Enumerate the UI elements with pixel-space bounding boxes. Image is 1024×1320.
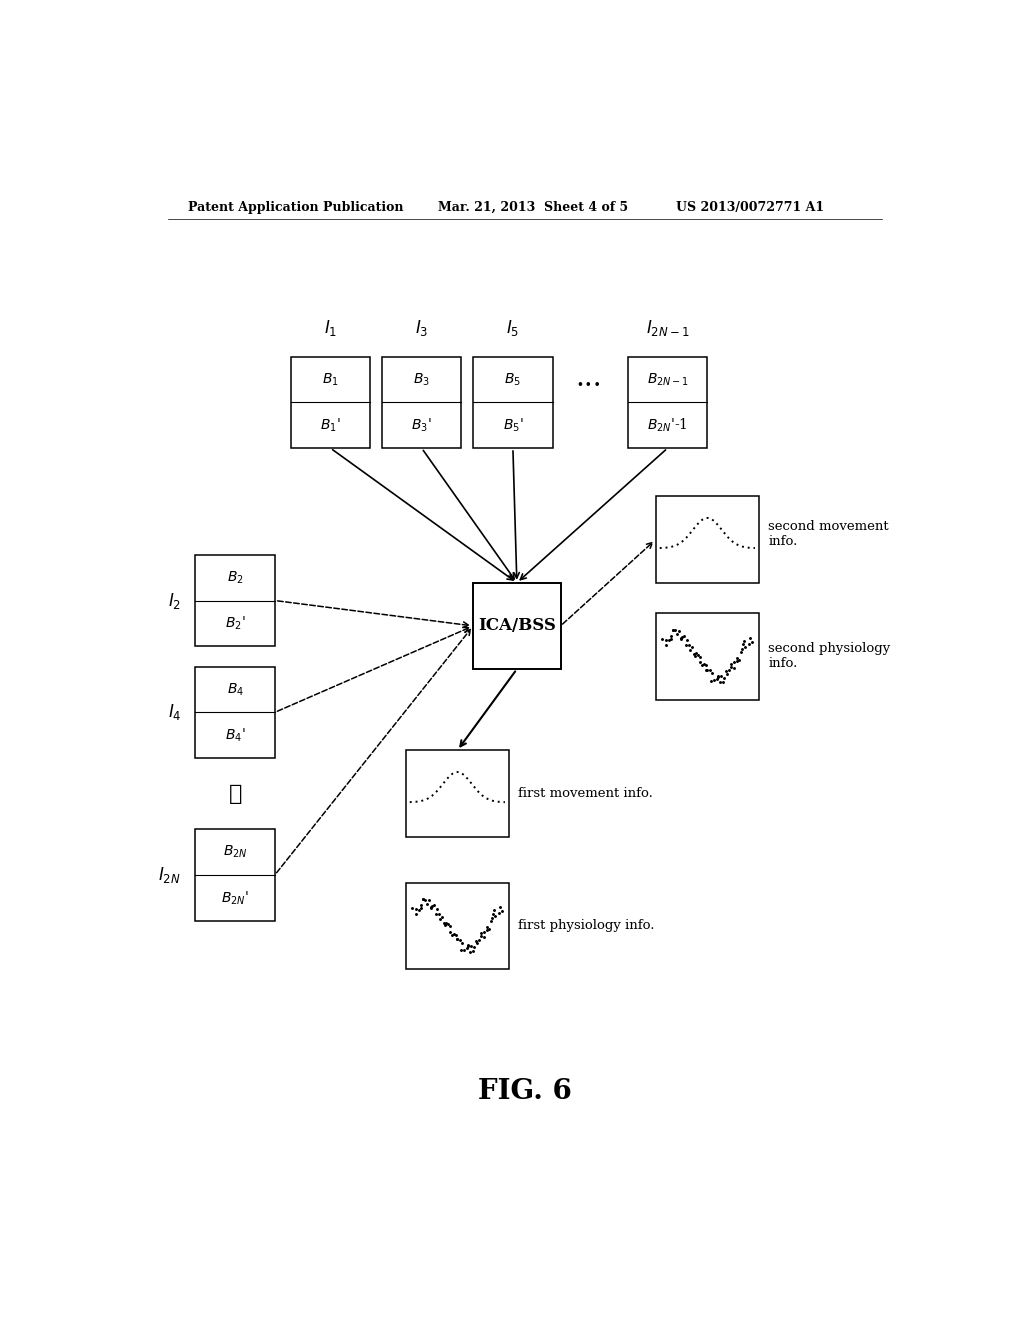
Bar (628, 356, 708, 447)
Bar (382, 356, 461, 447)
Text: ...: ... (574, 366, 602, 392)
Text: ⋮: ⋮ (228, 783, 242, 805)
Text: $I_{2N-1}$: $I_{2N-1}$ (646, 318, 689, 338)
Text: $I_{1}$: $I_{1}$ (324, 318, 337, 338)
Text: $B_1$': $B_1$' (321, 417, 341, 434)
Text: $B_{4}$: $B_{4}$ (226, 681, 244, 698)
Bar (406, 751, 509, 837)
Text: $I_{5}$: $I_{5}$ (506, 318, 519, 338)
Text: FIG. 6: FIG. 6 (478, 1078, 571, 1105)
Text: $B_1$: $B_1$ (322, 371, 339, 388)
Bar (473, 582, 560, 669)
Text: first physiology info.: first physiology info. (518, 919, 655, 932)
Text: $B_3$': $B_3$' (412, 417, 432, 434)
Text: $I_{3}$: $I_{3}$ (415, 318, 428, 338)
Text: $B_{2N}$': $B_{2N}$' (221, 890, 249, 907)
Text: $B_5$': $B_5$' (503, 417, 523, 434)
Bar (655, 496, 759, 582)
Text: first movement info.: first movement info. (518, 787, 653, 800)
Bar (196, 554, 274, 647)
Bar (291, 356, 370, 447)
Bar (196, 829, 274, 921)
Text: $B_{4}$': $B_{4}$' (225, 726, 246, 744)
Text: Mar. 21, 2013  Sheet 4 of 5: Mar. 21, 2013 Sheet 4 of 5 (437, 201, 628, 214)
Bar (406, 883, 509, 969)
Text: second physiology
info.: second physiology info. (768, 643, 891, 671)
Text: $I_{2}$: $I_{2}$ (168, 590, 181, 611)
Text: $B_{2}$': $B_{2}$' (225, 615, 246, 632)
Text: $B_5$: $B_5$ (505, 371, 521, 388)
Text: $I_{2N}$: $I_{2N}$ (159, 865, 181, 884)
Text: $B_3$: $B_3$ (414, 371, 430, 388)
Text: ICA/BSS: ICA/BSS (478, 618, 556, 635)
Text: second movement
info.: second movement info. (768, 520, 889, 549)
Text: Patent Application Publication: Patent Application Publication (187, 201, 403, 214)
Text: US 2013/0072771 A1: US 2013/0072771 A1 (676, 201, 823, 214)
Bar (196, 667, 274, 758)
Bar (655, 614, 759, 700)
Text: $B_{2}$: $B_{2}$ (226, 569, 244, 586)
Text: $B_{2N}$'-1: $B_{2N}$'-1 (647, 417, 688, 434)
Bar (473, 356, 553, 447)
Text: $B_{2N-1}$: $B_{2N-1}$ (646, 371, 689, 388)
Text: $I_{4}$: $I_{4}$ (168, 702, 181, 722)
Text: $B_{2N}$: $B_{2N}$ (223, 843, 248, 861)
